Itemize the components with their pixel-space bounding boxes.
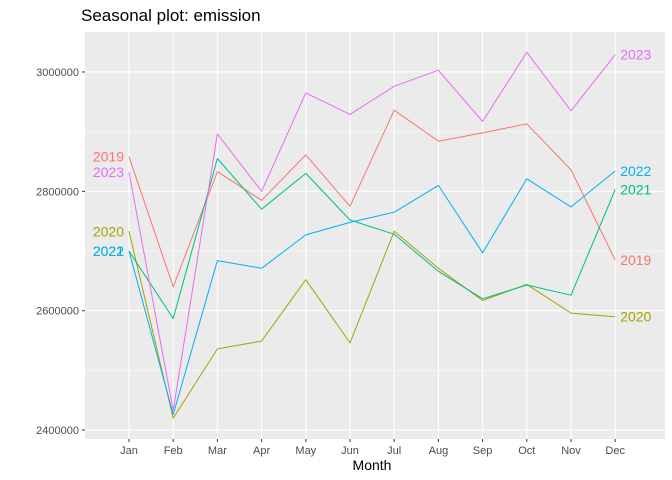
series-start-label-2021: 2021 xyxy=(93,243,124,259)
x-axis: Jan Feb Mar Apr May Jun Jul Aug Sep Oct Nov Dec xyxy=(120,439,625,457)
x-tick-label: May xyxy=(295,445,316,457)
series-start-label-2022: 2022 xyxy=(93,243,124,259)
series-line-2021 xyxy=(128,158,616,319)
chart-title: Seasonal plot: emission xyxy=(81,6,261,25)
x-tick-label: Jun xyxy=(341,445,359,457)
x-tick-label: Jul xyxy=(387,445,401,457)
series-end-label-2022: 2022 xyxy=(620,163,651,179)
y-tick-label: 2400000 xyxy=(36,425,79,437)
series-start-label-2023: 2023 xyxy=(93,164,124,180)
x-tick-label: Aug xyxy=(429,445,449,457)
x-tick-label: Apr xyxy=(253,445,270,457)
series-end-label-2020: 2020 xyxy=(620,309,651,325)
x-tick-label: Sep xyxy=(473,445,493,457)
x-tick-label: Mar xyxy=(208,445,227,457)
series-end-label-2021: 2021 xyxy=(620,182,651,198)
y-tick-label: 2600000 xyxy=(36,306,79,318)
x-tick-label: Nov xyxy=(561,445,581,457)
y-tick-label: 3000000 xyxy=(36,67,79,79)
x-tick-label: Jan xyxy=(120,445,138,457)
series-lines xyxy=(128,51,616,419)
series-line-2019 xyxy=(128,109,616,288)
series-start-label-2020: 2020 xyxy=(93,223,124,239)
series-line-2023 xyxy=(128,51,616,411)
plot-panel xyxy=(85,32,665,439)
y-axis: 2400000 2600000 2800000 3000000 xyxy=(36,67,85,437)
series-line-2020 xyxy=(128,230,616,419)
grid-minor xyxy=(85,131,665,371)
series-start-label-2019: 2019 xyxy=(93,149,124,165)
y-tick-label: 2800000 xyxy=(36,186,79,198)
series-line-2022 xyxy=(128,170,616,415)
x-tick-label: Dec xyxy=(605,445,625,457)
x-tick-label: Feb xyxy=(164,445,183,457)
x-tick-label: Oct xyxy=(518,445,535,457)
x-axis-title: Month xyxy=(353,457,392,473)
series-end-label-2023: 2023 xyxy=(620,47,651,63)
series-end-label-2019: 2019 xyxy=(620,252,651,268)
grid-major xyxy=(85,32,665,439)
